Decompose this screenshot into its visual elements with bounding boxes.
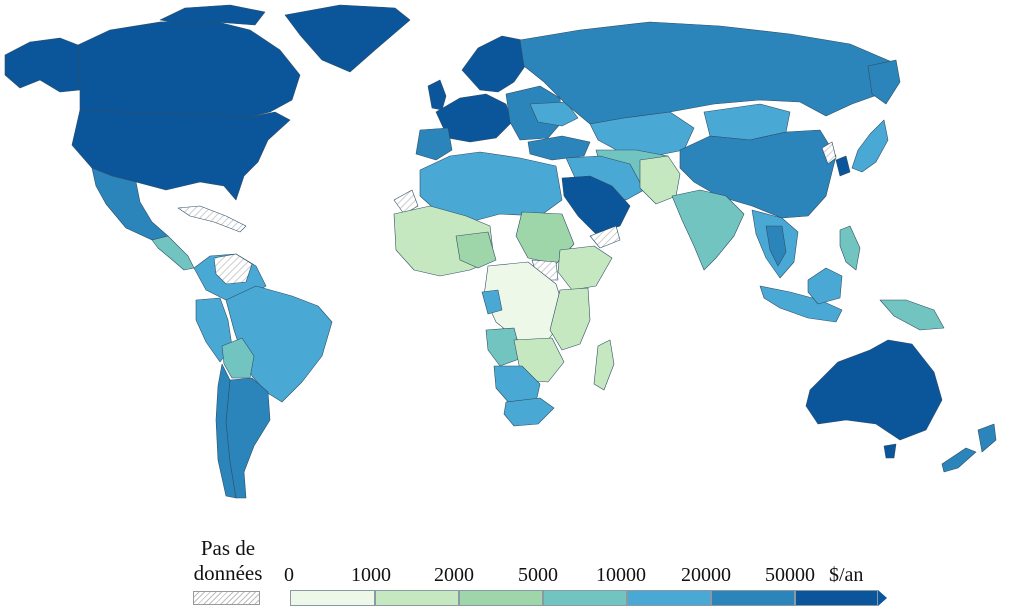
legend-bin-1000-2000: [375, 590, 459, 606]
tick-50000: 50000: [765, 564, 815, 586]
saudi-arabia: [561, 175, 631, 235]
tick-10000: 10000: [596, 564, 646, 586]
venezuela-nodata: [213, 253, 253, 285]
ukraine: [529, 101, 579, 127]
philippines: [839, 225, 861, 271]
tick-0: 0: [284, 564, 294, 586]
kamchatka: [867, 59, 901, 105]
caribbean-nodata: [177, 205, 247, 233]
east-africa: [549, 287, 591, 351]
tick-1000: 1000: [351, 564, 391, 586]
south-korea: [835, 155, 851, 177]
gabon: [481, 289, 503, 315]
world-map: [4, 4, 997, 499]
madagascar: [593, 339, 615, 391]
alaska: [4, 37, 81, 93]
greenland: [284, 4, 411, 73]
legend-unit: $/an: [829, 564, 864, 586]
western-sahara-nodata: [393, 189, 419, 215]
indonesia: [759, 285, 843, 323]
russia: [519, 21, 893, 125]
ethiopia: [557, 245, 613, 291]
nigeria: [455, 231, 497, 269]
iberia: [415, 127, 453, 161]
no-data-swatch: [193, 591, 260, 605]
scandinavia: [461, 35, 529, 93]
canadian-arctic-islands: [159, 4, 266, 26]
legend-bin-10000-20000: [627, 590, 711, 606]
australia: [805, 339, 943, 441]
japan: [851, 119, 889, 173]
korea-nodata: [821, 141, 837, 165]
uk: [427, 79, 447, 111]
canada: [77, 19, 301, 119]
thailand: [765, 225, 787, 267]
turkey: [527, 135, 591, 161]
tasmania: [883, 443, 897, 459]
chile: [215, 363, 237, 499]
tick-2000: 2000: [434, 564, 474, 586]
legend-arrow: [878, 590, 887, 606]
india: [671, 189, 745, 271]
legend-bin-5000-10000: [543, 590, 627, 606]
yemen-nodata: [589, 225, 621, 249]
south-africa: [503, 397, 555, 427]
borneo: [807, 267, 843, 305]
new-zealand: [941, 423, 997, 473]
no-data-label: Pas de données: [193, 536, 263, 585]
legend-bin-50000-plus: [795, 590, 878, 606]
papua: [879, 299, 945, 331]
central-america: [151, 235, 195, 271]
tick-20000: 20000: [681, 564, 731, 586]
legend-bin-0-1000: [290, 590, 375, 606]
angola: [485, 327, 523, 367]
tick-5000: 5000: [518, 564, 558, 586]
legend-bin-2000-5000: [459, 590, 543, 606]
legend-bin-20000-50000: [711, 590, 795, 606]
